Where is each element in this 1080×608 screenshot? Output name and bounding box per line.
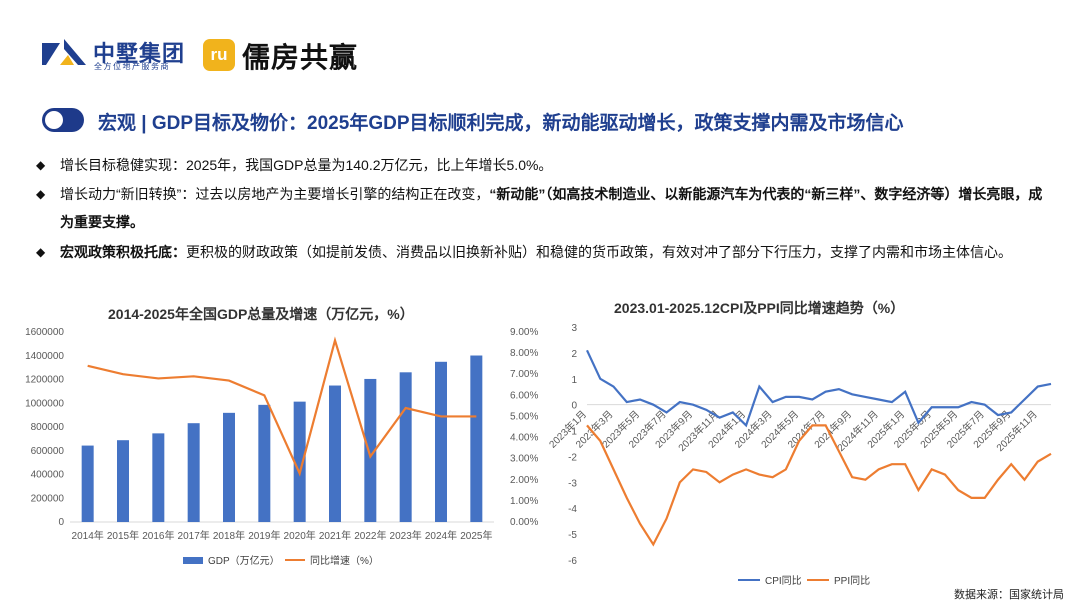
x-axis-tick-label: 2021年 [319, 529, 351, 542]
x-axis-tick-label: 2022年 [354, 529, 386, 542]
page-title: 宏观 | GDP目标及物价：2025年GDP目标顺利完成，新动能驱动增长，政策支… [98, 113, 904, 134]
bullet-text: 增长动力“新旧转换”：过去以房地产为主要增长引擎的结构正在改变， [60, 186, 490, 202]
ppi-line [586, 424, 1052, 547]
y-axis-tick-label: 1600000 [25, 327, 64, 338]
gdp-bar [187, 423, 200, 522]
x-axis-tick-label: 2019年 [248, 529, 280, 542]
company-name: 中墅集团 [93, 41, 186, 66]
gdp-bar [152, 433, 165, 522]
gdp-bar [258, 404, 271, 522]
legend-growth-label: 同比增速（%） [310, 554, 379, 567]
growth-rate-line [87, 336, 477, 477]
diamond-bullet-icon: ◆ [36, 245, 46, 259]
x-axis-tick-label: 2014年 [72, 529, 104, 542]
bullet-policy: ◆ 宏观政策积极托底：更积极的财政政策（如提前发债、消费品以旧换新补贴）和稳健的… [36, 242, 1056, 266]
y-axis-tick-label: 1 [571, 375, 577, 386]
y-axis-tick-label: 1400000 [25, 351, 64, 362]
y-axis-tick-label: -5 [568, 530, 577, 541]
gdp-bar [399, 372, 412, 522]
x-axis-tick-label: 2023年 [390, 529, 422, 542]
bullet-new-drivers: ◆ 增长动力“新旧转换”：过去以房地产为主要增长引擎的结构正在改变，“新动能”（… [36, 184, 1056, 236]
y2-axis-tick-label: 2.00% [510, 475, 538, 486]
y-axis-tick-label: 400000 [31, 470, 65, 481]
x-axis-tick-label: 2018年 [213, 529, 245, 542]
y-axis-tick-label: 0 [58, 517, 64, 528]
bullet-text: 更积极的财政政策（如提前发债、消费品以旧换新补贴）和稳健的货币政策，有效对冲了部… [186, 244, 1012, 260]
legend-cpi-label: CPI同比 [765, 575, 802, 587]
y2-axis-tick-label: 0.00% [510, 517, 538, 528]
company-logo-icon [42, 39, 86, 65]
y-axis-tick-label: -2 [568, 452, 577, 463]
ru-logo-icon: ru [203, 39, 235, 71]
gdp-bar [293, 401, 306, 522]
y2-axis-tick-label: 7.00% [510, 369, 538, 380]
x-axis-tick-label: 2017年 [178, 529, 210, 542]
toggle-icon [42, 108, 84, 132]
bullet-growth-target: ◆ 增长目标稳健实现：2025年，我国GDP总量为140.2万亿元，比上年增长5… [36, 155, 1056, 175]
company-tagline: 全方位地产服务商 [94, 62, 170, 71]
y2-axis-tick-label: 3.00% [510, 454, 538, 465]
y-axis-tick-label: 0 [571, 401, 577, 412]
gdp-chart-title: 2014-2025年全国GDP总量及增速（万亿元，%） [108, 306, 414, 322]
gdp-bar [329, 385, 341, 522]
diamond-bullet-icon: ◆ [36, 158, 46, 172]
x-axis-tick-label: 2016年 [142, 529, 174, 542]
y-axis-tick-label: -3 [568, 478, 577, 489]
bullet-text-bold: 宏观政策积极托底： [60, 244, 186, 260]
cpi-line [586, 349, 1052, 428]
y2-axis-tick-label: 1.00% [510, 496, 538, 507]
brand-name: 儒房共赢 [242, 42, 359, 73]
y2-axis-tick-label: 9.00% [510, 327, 538, 338]
y-axis-tick-label: 1200000 [25, 375, 64, 386]
x-axis-tick-label: 2024年 [425, 529, 457, 542]
x-axis-tick-label: 2015年 [107, 529, 139, 542]
y-axis-tick-label: 1000000 [25, 398, 64, 409]
gdp-bar [117, 440, 129, 522]
y2-axis-tick-label: 6.00% [510, 390, 538, 401]
legend-ppi-label: PPI同比 [834, 575, 870, 587]
diamond-bullet-icon: ◆ [36, 187, 46, 201]
y-axis-tick-label: 3 [571, 323, 577, 334]
bullet-text-bold: “新动能”（如高技术制造业、以新能源汽车为代表的“新三样”、数字经济等）增长亮眼… [60, 186, 1043, 230]
y-axis-tick-label: -1 [568, 427, 577, 438]
gdp-bar [435, 361, 447, 522]
y-axis-tick-label: -6 [568, 556, 577, 567]
cpi-ppi-chart: -6-5-4-3-2-101232023年1月2023年3月2023年5月202… [546, 323, 1052, 587]
gdp-chart: 0 200000 400000 600000 800000 1000000 1200000 1… [25, 327, 538, 567]
x-axis-tick-label: 2025年 [460, 529, 492, 542]
gdp-bar [470, 355, 483, 522]
cpi-ppi-chart-title: 2023.01-2025.12CPI及PPI同比增速趋势（%） [614, 300, 905, 316]
y2-axis-tick-label: 5.00% [510, 411, 538, 422]
gdp-bar [364, 378, 377, 522]
y-axis-tick-label: 200000 [31, 493, 65, 504]
y-axis-tick-label: 2 [571, 349, 577, 360]
data-source: 数据来源：国家统计局 [954, 589, 1064, 601]
gdp-bar [81, 445, 94, 522]
gdp-bar [223, 412, 235, 522]
y-axis-tick-label: -4 [568, 504, 577, 515]
legend-gdp-label: GDP（万亿元） [208, 554, 280, 567]
bullet-text: 增长目标稳健实现：2025年，我国GDP总量为140.2万亿元，比上年增长5.0… [60, 157, 553, 173]
y2-axis-tick-label: 4.00% [510, 433, 538, 444]
legend-gdp-swatch [183, 557, 203, 564]
x-axis-tick-label: 2020年 [284, 529, 316, 542]
y-axis-tick-label: 600000 [31, 446, 65, 457]
y-axis-tick-label: 800000 [31, 422, 65, 433]
y2-axis-tick-label: 8.00% [510, 348, 538, 359]
